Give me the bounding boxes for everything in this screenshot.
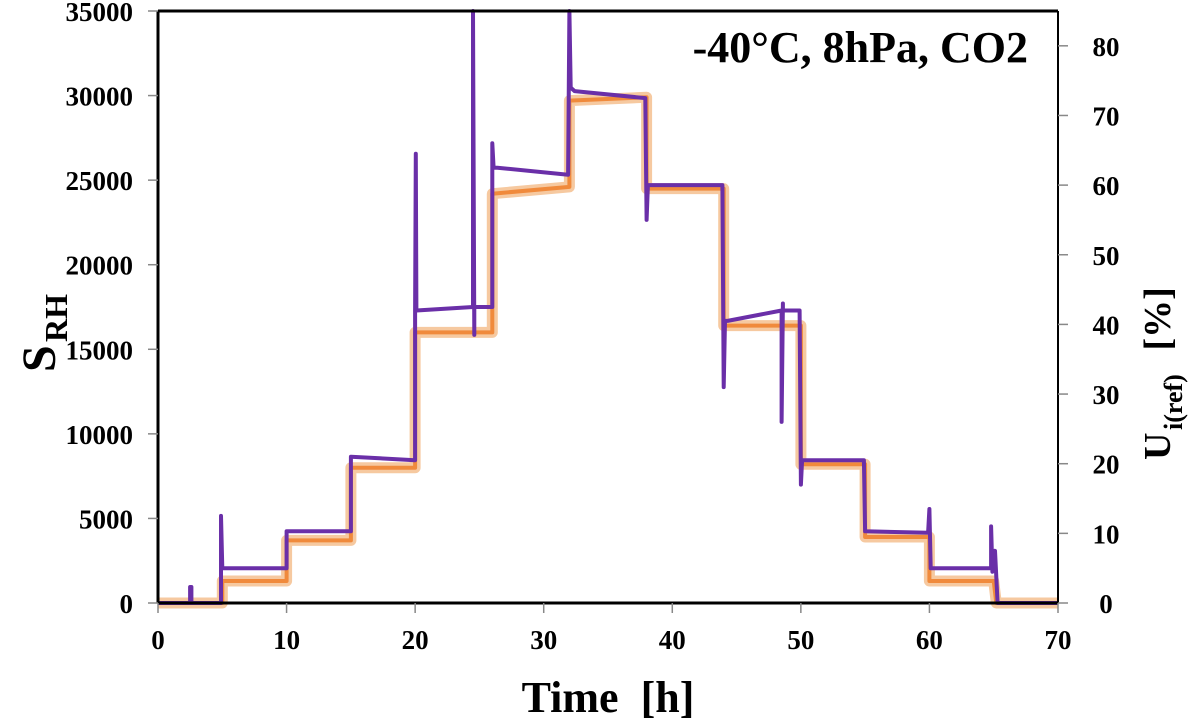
y-tick-label: 5000 bbox=[79, 504, 133, 534]
ticks: 0 10 20 30 40 50 60 70 0 5000 10000 15000 20000 25000… bbox=[66, 0, 1120, 655]
x-tick-label: 40 bbox=[659, 625, 686, 655]
x-tick-label: 30 bbox=[530, 625, 557, 655]
y-tick-label: 30000 bbox=[66, 82, 134, 112]
y2-tick-label: 70 bbox=[1093, 101, 1120, 131]
y2-axis-title: U i(ref) [%] bbox=[1137, 287, 1188, 460]
axes bbox=[156, 9, 1059, 605]
y2-tick-label: 50 bbox=[1093, 241, 1120, 271]
x-tick-label: 60 bbox=[916, 625, 943, 655]
y2-tick-label: 0 bbox=[1099, 589, 1113, 619]
series-band-0 bbox=[158, 91, 1058, 609]
y-tick-label: 35000 bbox=[66, 0, 134, 27]
y2-tick-label: 10 bbox=[1093, 519, 1120, 549]
chart-annotation: -40°C, 8hPa, CO2 bbox=[693, 23, 1028, 72]
y2-axis-title-suffix: [%] bbox=[1137, 287, 1179, 360]
x-axis-title: Time [h] bbox=[522, 673, 695, 720]
y-tick-label: 0 bbox=[120, 589, 134, 619]
x-tick-label: 20 bbox=[402, 625, 429, 655]
plot-series bbox=[157, 9, 1059, 609]
y-axis-title-main: S bbox=[13, 345, 66, 372]
series-line-sensor bbox=[158, 95, 1058, 605]
y-axis-title: S RH bbox=[13, 294, 74, 372]
y2-tick-label: 80 bbox=[1093, 32, 1120, 62]
x-tick-label: 10 bbox=[273, 625, 300, 655]
y-tick-label: 25000 bbox=[66, 166, 134, 196]
y-tick-label: 10000 bbox=[66, 420, 134, 450]
y2-axis-title-sub: i(ref) bbox=[1159, 374, 1188, 430]
series-line-uncertainty bbox=[158, 9, 1058, 605]
x-tick-label: 0 bbox=[151, 625, 165, 655]
x-tick-label: 70 bbox=[1045, 625, 1072, 655]
y2-axis-title-main: U bbox=[1137, 433, 1179, 460]
y2-tick-label: 40 bbox=[1093, 310, 1120, 340]
y-axis-title-sub: RH bbox=[38, 294, 74, 342]
y-tick-label: 15000 bbox=[66, 335, 134, 365]
y-tick-label: 20000 bbox=[66, 251, 134, 281]
y2-tick-label: 20 bbox=[1093, 450, 1120, 480]
x-tick-label: 50 bbox=[787, 625, 814, 655]
y2-tick-label: 30 bbox=[1093, 380, 1120, 410]
y2-tick-label: 60 bbox=[1093, 171, 1120, 201]
